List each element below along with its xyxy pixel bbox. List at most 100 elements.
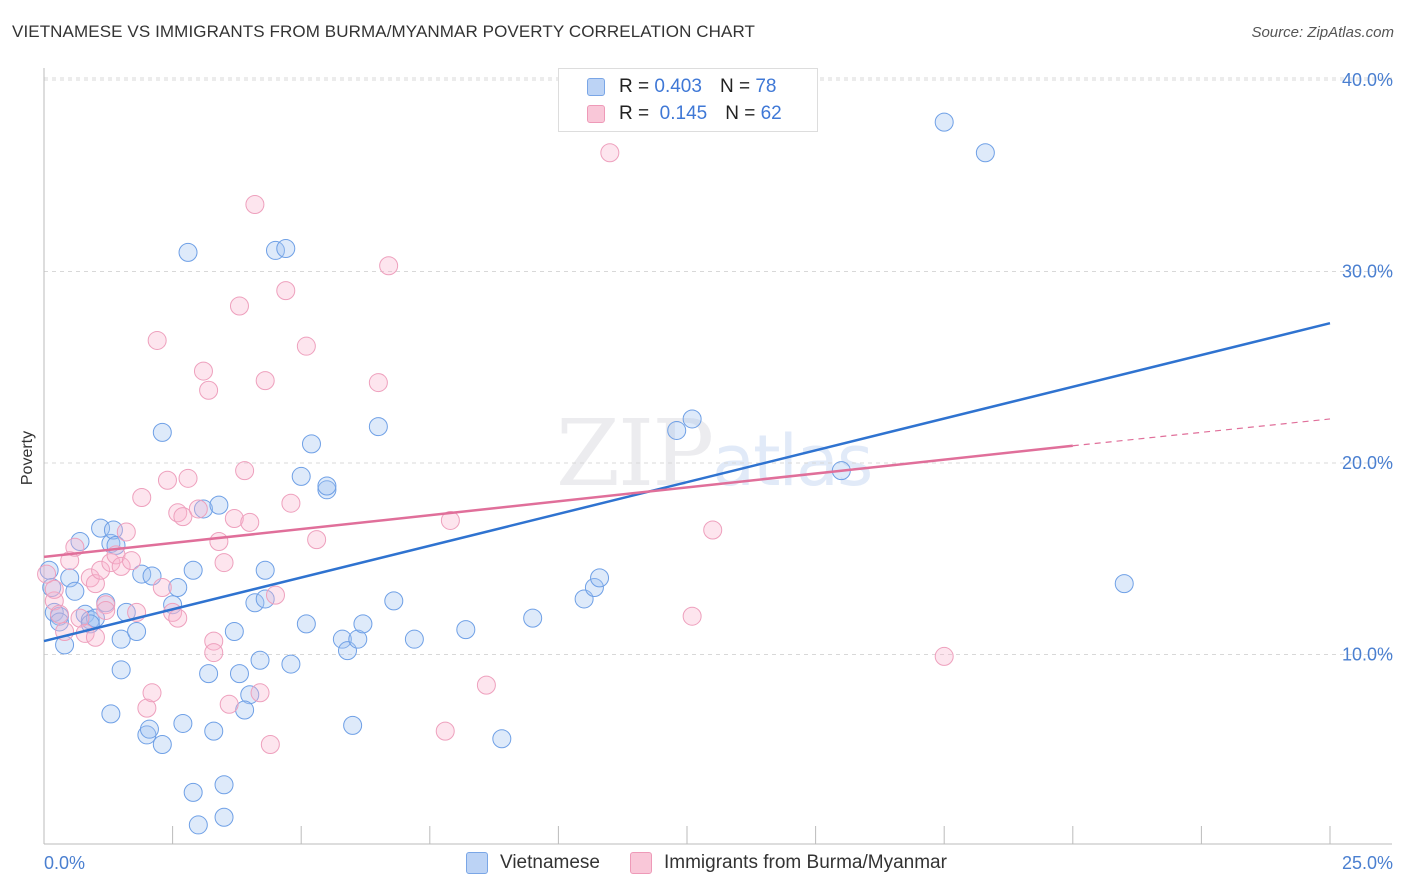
point-vietnamese — [584, 577, 604, 597]
point-vietnamese — [204, 721, 224, 741]
point-burma — [250, 683, 270, 703]
point-burma — [178, 468, 198, 488]
point-burma — [173, 507, 193, 527]
point-vietnamese — [250, 650, 270, 670]
point-vietnamese — [245, 593, 265, 613]
point-burma — [255, 371, 275, 391]
point-vietnamese — [65, 581, 85, 601]
point-vietnamese — [1114, 574, 1134, 594]
point-burma — [142, 683, 162, 703]
point-vietnamese — [183, 560, 203, 580]
point-burma — [168, 503, 188, 523]
legend-r-label: R = — [619, 103, 650, 124]
legend-n-value: 78 — [755, 76, 777, 97]
point-burma — [147, 330, 167, 350]
point-vietnamese — [523, 608, 543, 628]
point-burma — [132, 487, 152, 507]
point-burma — [229, 296, 249, 316]
legend-n-label: N = — [719, 76, 751, 97]
point-burma — [281, 493, 301, 513]
axes — [43, 68, 1392, 845]
trend-lines — [43, 321, 1331, 643]
series-label-vietnamese: Vietnamese — [500, 852, 600, 873]
point-vietnamese — [168, 577, 188, 597]
point-vietnamese — [682, 409, 702, 429]
point-vietnamese — [343, 715, 363, 735]
point-vietnamese — [291, 466, 311, 486]
source-label: Source: ZipAtlas.com — [1251, 24, 1394, 41]
point-vietnamese — [332, 629, 352, 649]
point-burma — [276, 281, 296, 301]
series-legend-vietnamese: Vietnamese — [466, 852, 600, 874]
trend-line-burma — [43, 444, 1073, 559]
point-vietnamese — [199, 664, 219, 684]
point-vietnamese — [111, 660, 131, 680]
point-burma — [265, 585, 285, 605]
point-burma — [49, 604, 69, 624]
point-burma — [379, 256, 399, 276]
point-vietnamese — [193, 499, 213, 519]
legend-n-value: 62 — [760, 103, 782, 124]
legend-r-label: R = — [619, 76, 650, 97]
point-vietnamese — [296, 614, 316, 634]
point-burma — [296, 336, 316, 356]
point-burma — [168, 608, 188, 628]
point-burma — [111, 556, 131, 576]
point-burma — [214, 553, 234, 573]
point-vietnamese — [152, 422, 172, 442]
legend-row-burma: R = 0.145 N = 62 — [587, 102, 782, 126]
point-burma — [70, 608, 90, 628]
series-label-burma: Immigrants from Burma/Myanmar — [664, 852, 947, 873]
point-vietnamese — [301, 434, 321, 454]
series-swatch-pink — [630, 852, 652, 874]
point-burma — [224, 509, 244, 529]
legend-r-value: 0.403 — [654, 76, 702, 97]
point-vietnamese — [111, 629, 131, 649]
point-vietnamese — [590, 568, 610, 588]
point-vietnamese — [214, 807, 234, 827]
point-burma — [188, 499, 208, 519]
series-legend-burma: Immigrants from Burma/Myanmar — [630, 852, 947, 874]
point-burma — [682, 606, 702, 626]
point-vietnamese — [456, 620, 476, 640]
point-vietnamese — [127, 622, 147, 642]
point-vietnamese — [384, 591, 404, 611]
tick-labels: 10.0% 20.0% 30.0% 40.0% 0.0% 25.0% Poverty — [19, 70, 1393, 873]
point-burma — [96, 595, 116, 615]
point-burma — [209, 532, 229, 552]
grid-lines — [44, 77, 1392, 655]
point-vietnamese — [178, 242, 198, 262]
point-vietnamese — [173, 713, 193, 733]
point-vietnamese — [667, 420, 687, 440]
point-vietnamese — [101, 704, 121, 724]
legend-r-value: 0.145 — [659, 103, 708, 124]
point-vietnamese — [229, 664, 249, 684]
point-vietnamese — [139, 719, 159, 739]
y-tick-label: 30.0% — [1342, 262, 1393, 282]
point-burma — [235, 461, 255, 481]
correlation-legend: R = 0.403 N = 78 R = 0.145 N = 62 — [558, 68, 818, 132]
point-burma — [152, 577, 172, 597]
point-burma — [600, 143, 620, 163]
y-tick-label: 40.0% — [1342, 70, 1393, 90]
watermark: ZIPatlas — [556, 400, 873, 507]
point-burma — [934, 646, 954, 666]
y-axis-title: Poverty — [19, 431, 36, 485]
point-vietnamese — [281, 654, 301, 674]
watermark-atlas: atlas — [712, 420, 873, 502]
legend-swatch-blue — [587, 78, 605, 96]
point-burma — [204, 631, 224, 651]
point-vietnamese — [934, 112, 954, 132]
point-vietnamese — [224, 622, 244, 642]
point-burma — [440, 510, 460, 530]
x-tick-label: 0.0% — [44, 853, 85, 873]
point-burma — [219, 694, 239, 714]
point-vietnamese — [49, 612, 69, 632]
point-vietnamese — [353, 614, 373, 634]
point-burma — [245, 194, 265, 214]
point-vietnamese — [975, 143, 995, 163]
point-burma — [137, 698, 157, 718]
legend-row-vietnamese: R = 0.403 N = 78 — [587, 75, 776, 99]
point-vietnamese — [75, 604, 95, 624]
